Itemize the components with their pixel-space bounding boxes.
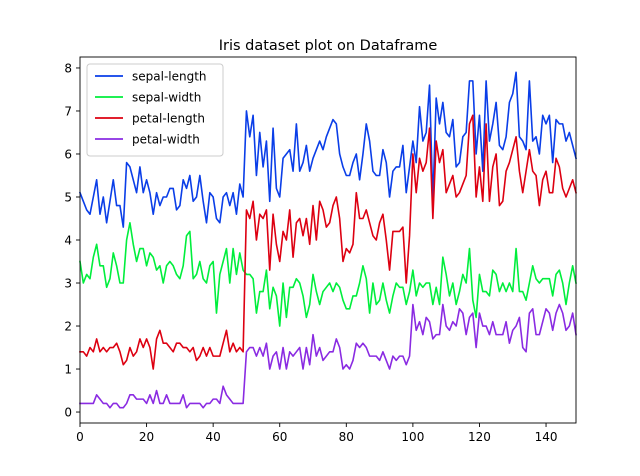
x-tick-label: 140 (535, 430, 558, 444)
x-tick-label: 20 (139, 430, 154, 444)
x-tick-label: 60 (272, 430, 287, 444)
legend-box (86, 63, 224, 157)
y-tick-label: 3 (64, 277, 72, 291)
axes-layer: 0 20 40 60 80 100 120 140 0 1 2 3 4 5 6 7 8 (64, 56, 577, 444)
legend-label-petal-width: petal-width (132, 133, 200, 147)
x-tick-label: 40 (206, 430, 221, 444)
x-tick-label: 80 (339, 430, 354, 444)
series-line-sepal-length (78, 71, 577, 228)
y-tick-label: 6 (64, 147, 72, 161)
x-tick-label: 100 (401, 430, 424, 444)
legend-label-sepal-length: sepal-length (132, 70, 207, 84)
x-tick-label: 0 (76, 430, 84, 444)
series-line-petal-width (79, 303, 577, 409)
y-tick-label: 4 (64, 234, 72, 248)
y-tick-label: 8 (64, 61, 72, 75)
x-tick-label: 120 (468, 430, 491, 444)
y-tick-label: 2 (64, 320, 72, 334)
y-tick-label: 7 (64, 104, 72, 118)
y-tick-label: 1 (64, 363, 72, 377)
chart-title: Iris dataset plot on Dataframe (219, 38, 438, 54)
series-line-petal-length (79, 114, 577, 370)
series-line-sepal-width (79, 222, 577, 327)
legend: sepal-length sepal-width petal-length petal… (86, 63, 224, 157)
y-tick-label: 5 (64, 190, 72, 204)
legend-label-sepal-width: sepal-width (132, 91, 201, 105)
series-layer (78, 71, 577, 409)
legend-label-petal-length: petal-length (132, 112, 205, 126)
y-tick-label: 0 (64, 406, 72, 420)
